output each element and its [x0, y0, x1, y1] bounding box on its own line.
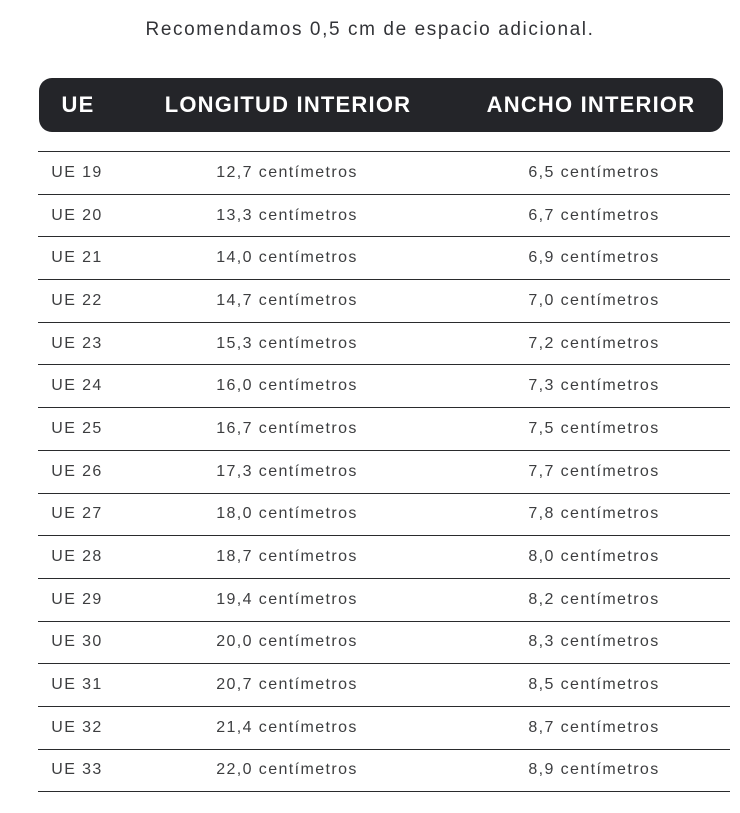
size-cell: UE 31 [51, 676, 103, 694]
width-cell: 8,9 centímetros [528, 761, 660, 779]
size-cell: UE 27 [51, 505, 103, 523]
size-cell: UE 21 [51, 249, 103, 267]
table-row: UE 20 13,3 centímetros 6,7 centímetros [38, 195, 730, 238]
column-header-longitud-interior: LONGITUD INTERIOR [164, 92, 412, 117]
table-row: UE 32 21,4 centímetros 8,7 centímetros [38, 707, 730, 750]
size-cell: UE 26 [51, 462, 103, 480]
size-cell: UE 22 [51, 291, 103, 309]
table-row: UE 29 19,4 centímetros 8,2 centímetros [38, 579, 730, 622]
size-cell: UE 24 [51, 377, 103, 395]
table-row: UE 24 16,0 centímetros 7,3 centímetros [38, 365, 730, 409]
length-cell: 20,0 centímetros [216, 633, 358, 651]
length-cell: 17,3 centímetros [216, 462, 358, 480]
table-row: UE 30 20,0 centímetros 8,3 centímetros [38, 622, 730, 665]
length-cell: 16,7 centímetros [216, 419, 358, 437]
column-header-ue: UE [61, 92, 95, 117]
width-cell: 7,8 centímetros [528, 505, 660, 523]
table-row: UE 31 20,7 centímetros 8,5 centímetros [38, 664, 730, 707]
length-cell: 12,7 centímetros [216, 163, 358, 181]
length-cell: 20,7 centímetros [216, 676, 358, 694]
width-cell: 7,5 centímetros [528, 419, 660, 437]
table-row: UE 33 22,0 centímetros 8,9 centímetros [38, 750, 730, 793]
table-row: UE 21 14,0 centímetros 6,9 centímetros [38, 237, 730, 281]
length-cell: 19,4 centímetros [216, 590, 358, 608]
length-cell: 16,0 centímetros [216, 377, 358, 395]
width-cell: 7,0 centímetros [528, 291, 660, 309]
width-cell: 7,3 centímetros [528, 377, 660, 395]
width-cell: 7,7 centímetros [528, 462, 660, 480]
table-row: UE 22 14,7 centímetros 7,0 centímetros [38, 280, 730, 323]
size-cell: UE 28 [51, 548, 103, 566]
length-cell: 14,7 centímetros [216, 291, 358, 309]
column-header-ancho-interior: ANCHO INTERIOR [486, 92, 696, 117]
table-header-bar: UE LONGITUD INTERIOR ANCHO INTERIOR [39, 78, 723, 132]
size-cell: UE 33 [51, 761, 103, 779]
length-cell: 18,0 centímetros [216, 505, 358, 523]
width-cell: 8,2 centímetros [528, 590, 660, 608]
size-cell: UE 25 [51, 419, 103, 437]
length-cell: 14,0 centímetros [216, 249, 358, 267]
recommendation-note: Recomendamos 0,5 cm de espacio adicional… [145, 19, 595, 40]
table-row: UE 28 18,7 centímetros 8,0 centímetros [38, 536, 730, 579]
length-cell: 21,4 centímetros [216, 718, 358, 736]
width-cell: 7,2 centímetros [528, 334, 660, 352]
table-row: UE 26 17,3 centímetros 7,7 centímetros [38, 451, 730, 494]
table-row: UE 19 12,7 centímetros 6,5 centímetros [38, 152, 730, 195]
size-cell: UE 32 [51, 718, 103, 736]
length-cell: 13,3 centímetros [216, 206, 358, 224]
width-cell: 8,0 centímetros [528, 548, 660, 566]
size-cell: UE 30 [51, 633, 103, 651]
size-cell: UE 20 [51, 206, 103, 224]
width-cell: 6,5 centímetros [528, 163, 660, 181]
width-cell: 6,9 centímetros [528, 249, 660, 267]
size-table-body: UE 19 12,7 centímetros 6,5 centímetros U… [38, 151, 730, 793]
length-cell: 18,7 centímetros [216, 548, 358, 566]
width-cell: 8,7 centímetros [528, 718, 660, 736]
size-cell: UE 19 [51, 163, 103, 181]
width-cell: 8,5 centímetros [528, 676, 660, 694]
length-cell: 22,0 centímetros [216, 761, 358, 779]
size-cell: UE 23 [51, 334, 103, 352]
table-row: UE 23 15,3 centímetros 7,2 centímetros [38, 323, 730, 366]
size-cell: UE 29 [51, 590, 103, 608]
width-cell: 8,3 centímetros [528, 633, 660, 651]
table-row: UE 25 16,7 centímetros 7,5 centímetros [38, 408, 730, 451]
width-cell: 6,7 centímetros [528, 206, 660, 224]
table-row: UE 27 18,0 centímetros 7,8 centímetros [38, 494, 730, 537]
length-cell: 15,3 centímetros [216, 334, 358, 352]
